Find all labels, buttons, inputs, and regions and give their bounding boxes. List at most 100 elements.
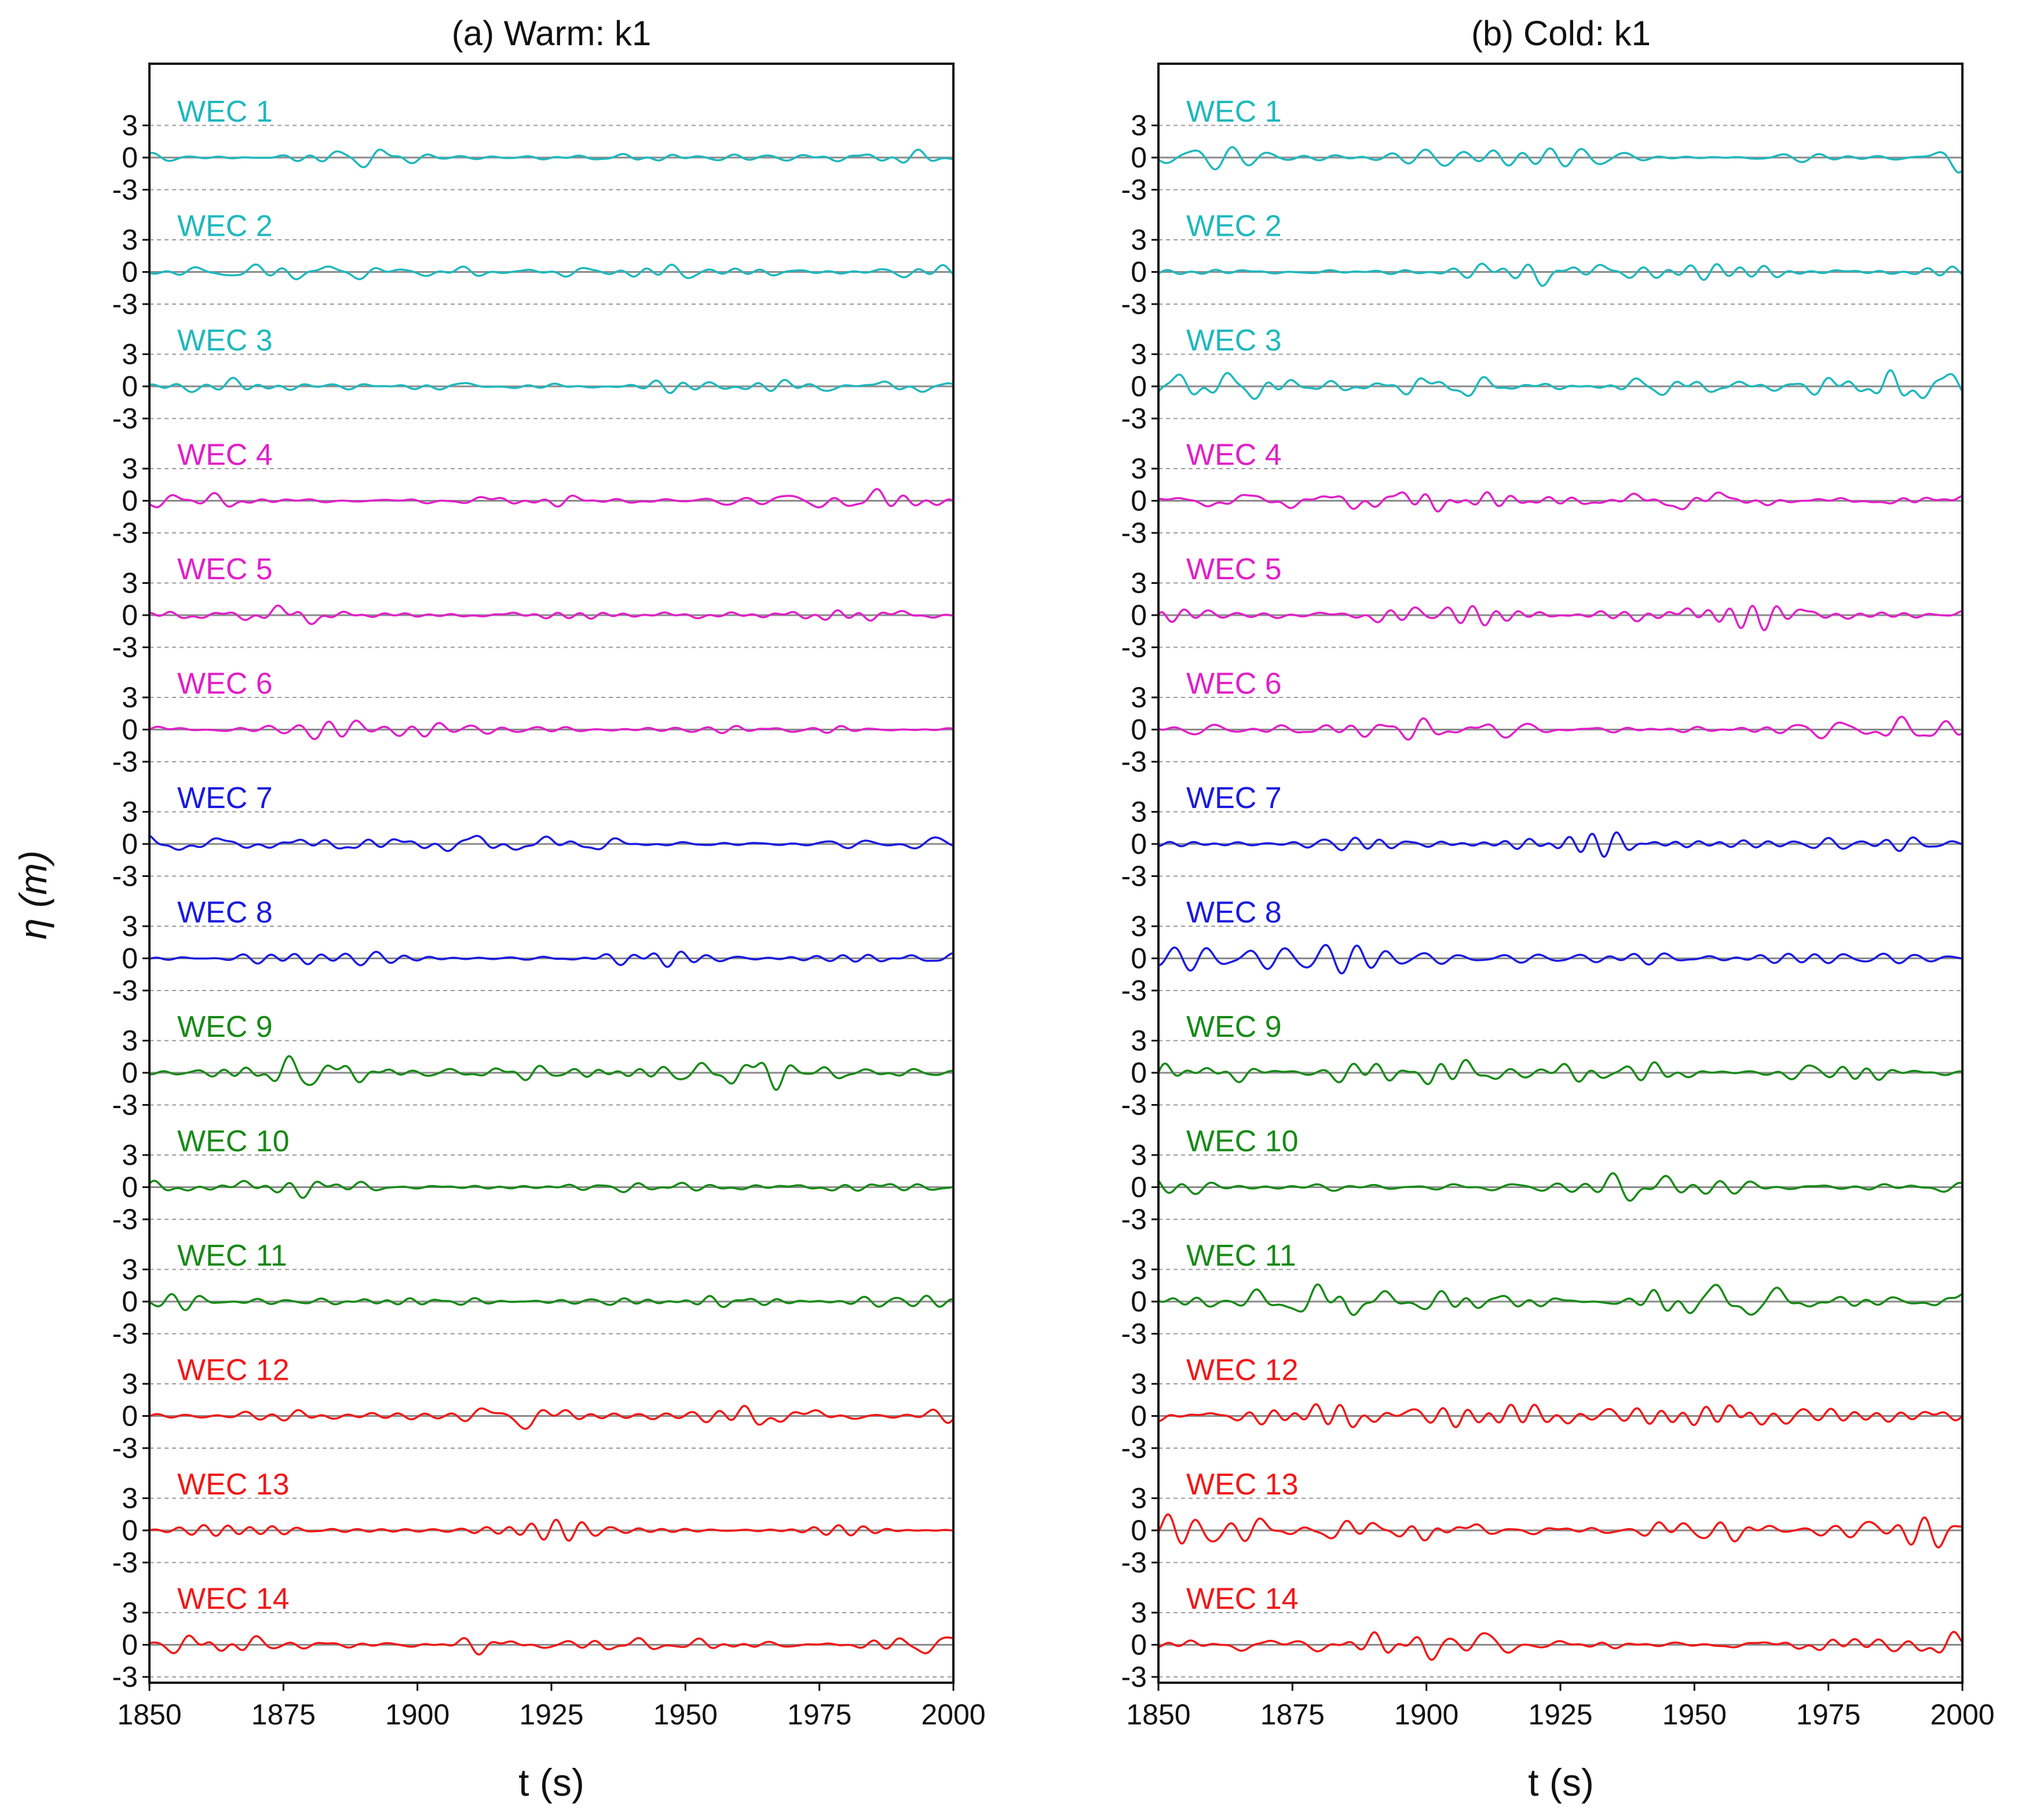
series-label: WEC 7 bbox=[1186, 781, 1282, 815]
track-wec-12: 30-3 WEC 12 bbox=[112, 1354, 955, 1464]
y-tick-label: 0 bbox=[1131, 942, 1147, 975]
panel-title: (b) Cold: k1 bbox=[1471, 14, 1651, 53]
y-tick-label: 3 bbox=[1131, 567, 1147, 600]
track-wec-4: 30-3 WEC 4 bbox=[1121, 438, 1963, 549]
series-label: WEC 13 bbox=[177, 1468, 290, 1501]
x-tick-label: 2000 bbox=[921, 1698, 985, 1731]
series-label: WEC 3 bbox=[177, 324, 273, 357]
series-label: WEC 4 bbox=[177, 438, 273, 472]
y-tick-label: 3 bbox=[122, 224, 138, 256]
x-tick-label: 1925 bbox=[519, 1698, 583, 1731]
plot-frame bbox=[148, 63, 955, 1684]
track-wec-8: 30-3 WEC 8 bbox=[112, 896, 954, 1007]
y-tick-label: 0 bbox=[1131, 828, 1147, 860]
y-tick-label: -3 bbox=[1121, 174, 1147, 206]
y-tick-label: 0 bbox=[122, 828, 138, 860]
y-tick-label: 3 bbox=[1131, 1139, 1147, 1171]
series-line-wec-9 bbox=[1157, 1059, 1963, 1086]
series-line-wec-6 bbox=[1158, 715, 1964, 741]
y-tick-label: 3 bbox=[1131, 1368, 1147, 1400]
series-label: WEC 12 bbox=[1186, 1354, 1299, 1387]
track-wec-9: 30-3 WEC 9 bbox=[112, 1010, 954, 1121]
y-tick-label: -3 bbox=[1121, 1318, 1147, 1350]
track-wec-5: 30-3 WEC 5 bbox=[112, 553, 954, 664]
track-wec-9: 30-3 WEC 9 bbox=[1121, 1010, 1963, 1121]
series-line-wec-2 bbox=[1158, 262, 1963, 287]
x-tick-label: 1875 bbox=[251, 1698, 316, 1731]
plot-frame bbox=[1157, 63, 1964, 1684]
y-tick-label: 3 bbox=[1131, 452, 1147, 485]
y-tick-label: -3 bbox=[1121, 1203, 1147, 1236]
series-line-wec-13 bbox=[1157, 1513, 1963, 1549]
series-line-wec-10 bbox=[148, 1179, 954, 1199]
series-line-wec-14 bbox=[149, 1634, 954, 1655]
series-line-wec-1 bbox=[1158, 146, 1964, 174]
x-tick-label: 1975 bbox=[787, 1698, 851, 1731]
series-line-wec-5 bbox=[149, 604, 954, 626]
track-wec-12: 30-3 WEC 12 bbox=[1121, 1354, 1964, 1464]
y-tick-label: 0 bbox=[122, 256, 138, 288]
series-line-wec-2 bbox=[149, 263, 955, 280]
y-tick-label: -3 bbox=[1121, 974, 1147, 1007]
x-tick-label: 1975 bbox=[1796, 1698, 1860, 1731]
track-wec-11: 30-3 WEC 11 bbox=[1121, 1239, 1963, 1350]
y-tick-label: 3 bbox=[1131, 796, 1147, 828]
y-tick-label: 0 bbox=[1131, 1514, 1147, 1547]
y-tick-label: 3 bbox=[122, 1482, 138, 1515]
y-tick-label: 3 bbox=[1131, 1025, 1147, 1057]
series-label: WEC 10 bbox=[1186, 1125, 1299, 1158]
y-tick-label: 0 bbox=[122, 1629, 138, 1661]
series-label: WEC 5 bbox=[177, 553, 273, 586]
y-tick-label: 3 bbox=[122, 452, 138, 485]
y-tick-label: -3 bbox=[112, 1432, 138, 1464]
track-wec-14: 30-3 WEC 14 bbox=[1121, 1583, 1964, 1693]
series-label: WEC 3 bbox=[1186, 324, 1282, 357]
series-label: WEC 12 bbox=[177, 1354, 290, 1387]
x-tick-label: 1850 bbox=[1126, 1698, 1190, 1731]
y-tick-label: 3 bbox=[122, 1253, 138, 1286]
y-tick-label: -3 bbox=[1121, 1547, 1147, 1579]
series-line-wec-3 bbox=[149, 377, 954, 394]
y-tick-label: 0 bbox=[1131, 1629, 1147, 1661]
y-tick-label: -3 bbox=[1121, 403, 1147, 435]
y-tick-label: 3 bbox=[122, 1025, 138, 1057]
y-tick-label: 0 bbox=[122, 1171, 138, 1204]
series-line-wec-4 bbox=[1158, 491, 1963, 513]
y-tick-label: -3 bbox=[1121, 288, 1147, 320]
series-label: WEC 2 bbox=[177, 210, 273, 243]
y-tick-label: 3 bbox=[122, 1368, 138, 1400]
y-tick-label: -3 bbox=[1121, 517, 1147, 549]
series-label: WEC 2 bbox=[1186, 210, 1282, 243]
series-label: WEC 10 bbox=[177, 1125, 290, 1158]
y-tick-label: 0 bbox=[122, 1285, 138, 1318]
series-line-wec-12 bbox=[149, 1405, 955, 1430]
y-tick-label: 3 bbox=[1131, 338, 1147, 371]
series-label: WEC 14 bbox=[177, 1583, 290, 1616]
y-tick-label: 3 bbox=[1131, 1253, 1147, 1286]
y-tick-label: -3 bbox=[112, 517, 138, 549]
series-line-wec-6 bbox=[149, 719, 954, 740]
track-wec-5: 30-3 WEC 5 bbox=[1121, 553, 1963, 664]
y-tick-label: 0 bbox=[1131, 1285, 1147, 1318]
x-tick-label: 1950 bbox=[653, 1698, 718, 1731]
track-wec-10: 30-3 WEC 10 bbox=[112, 1125, 954, 1236]
y-tick-label: -3 bbox=[1121, 631, 1147, 664]
track-wec-11: 30-3 WEC 11 bbox=[112, 1239, 954, 1350]
series-line-wec-9 bbox=[149, 1055, 954, 1091]
series-label: WEC 11 bbox=[1186, 1239, 1296, 1273]
series-line-wec-12 bbox=[1158, 1403, 1964, 1428]
x-tick-label: 1875 bbox=[1260, 1698, 1325, 1731]
track-wec-7: 30-3 WEC 7 bbox=[1121, 781, 1963, 893]
x-tick-label: 1900 bbox=[385, 1698, 449, 1731]
y-tick-label: -3 bbox=[112, 174, 138, 206]
track-wec-10: 30-3 WEC 10 bbox=[1121, 1125, 1963, 1236]
y-tick-label: 0 bbox=[1131, 141, 1147, 174]
y-tick-label: 0 bbox=[122, 1514, 138, 1547]
y-tick-label: 3 bbox=[122, 109, 138, 142]
y-tick-label: -3 bbox=[112, 1089, 138, 1121]
y-tick-label: -3 bbox=[1121, 1432, 1147, 1464]
series-line-wec-7 bbox=[1158, 831, 1963, 858]
y-tick-label: -3 bbox=[112, 1661, 138, 1693]
y-tick-label: 3 bbox=[1131, 910, 1147, 942]
